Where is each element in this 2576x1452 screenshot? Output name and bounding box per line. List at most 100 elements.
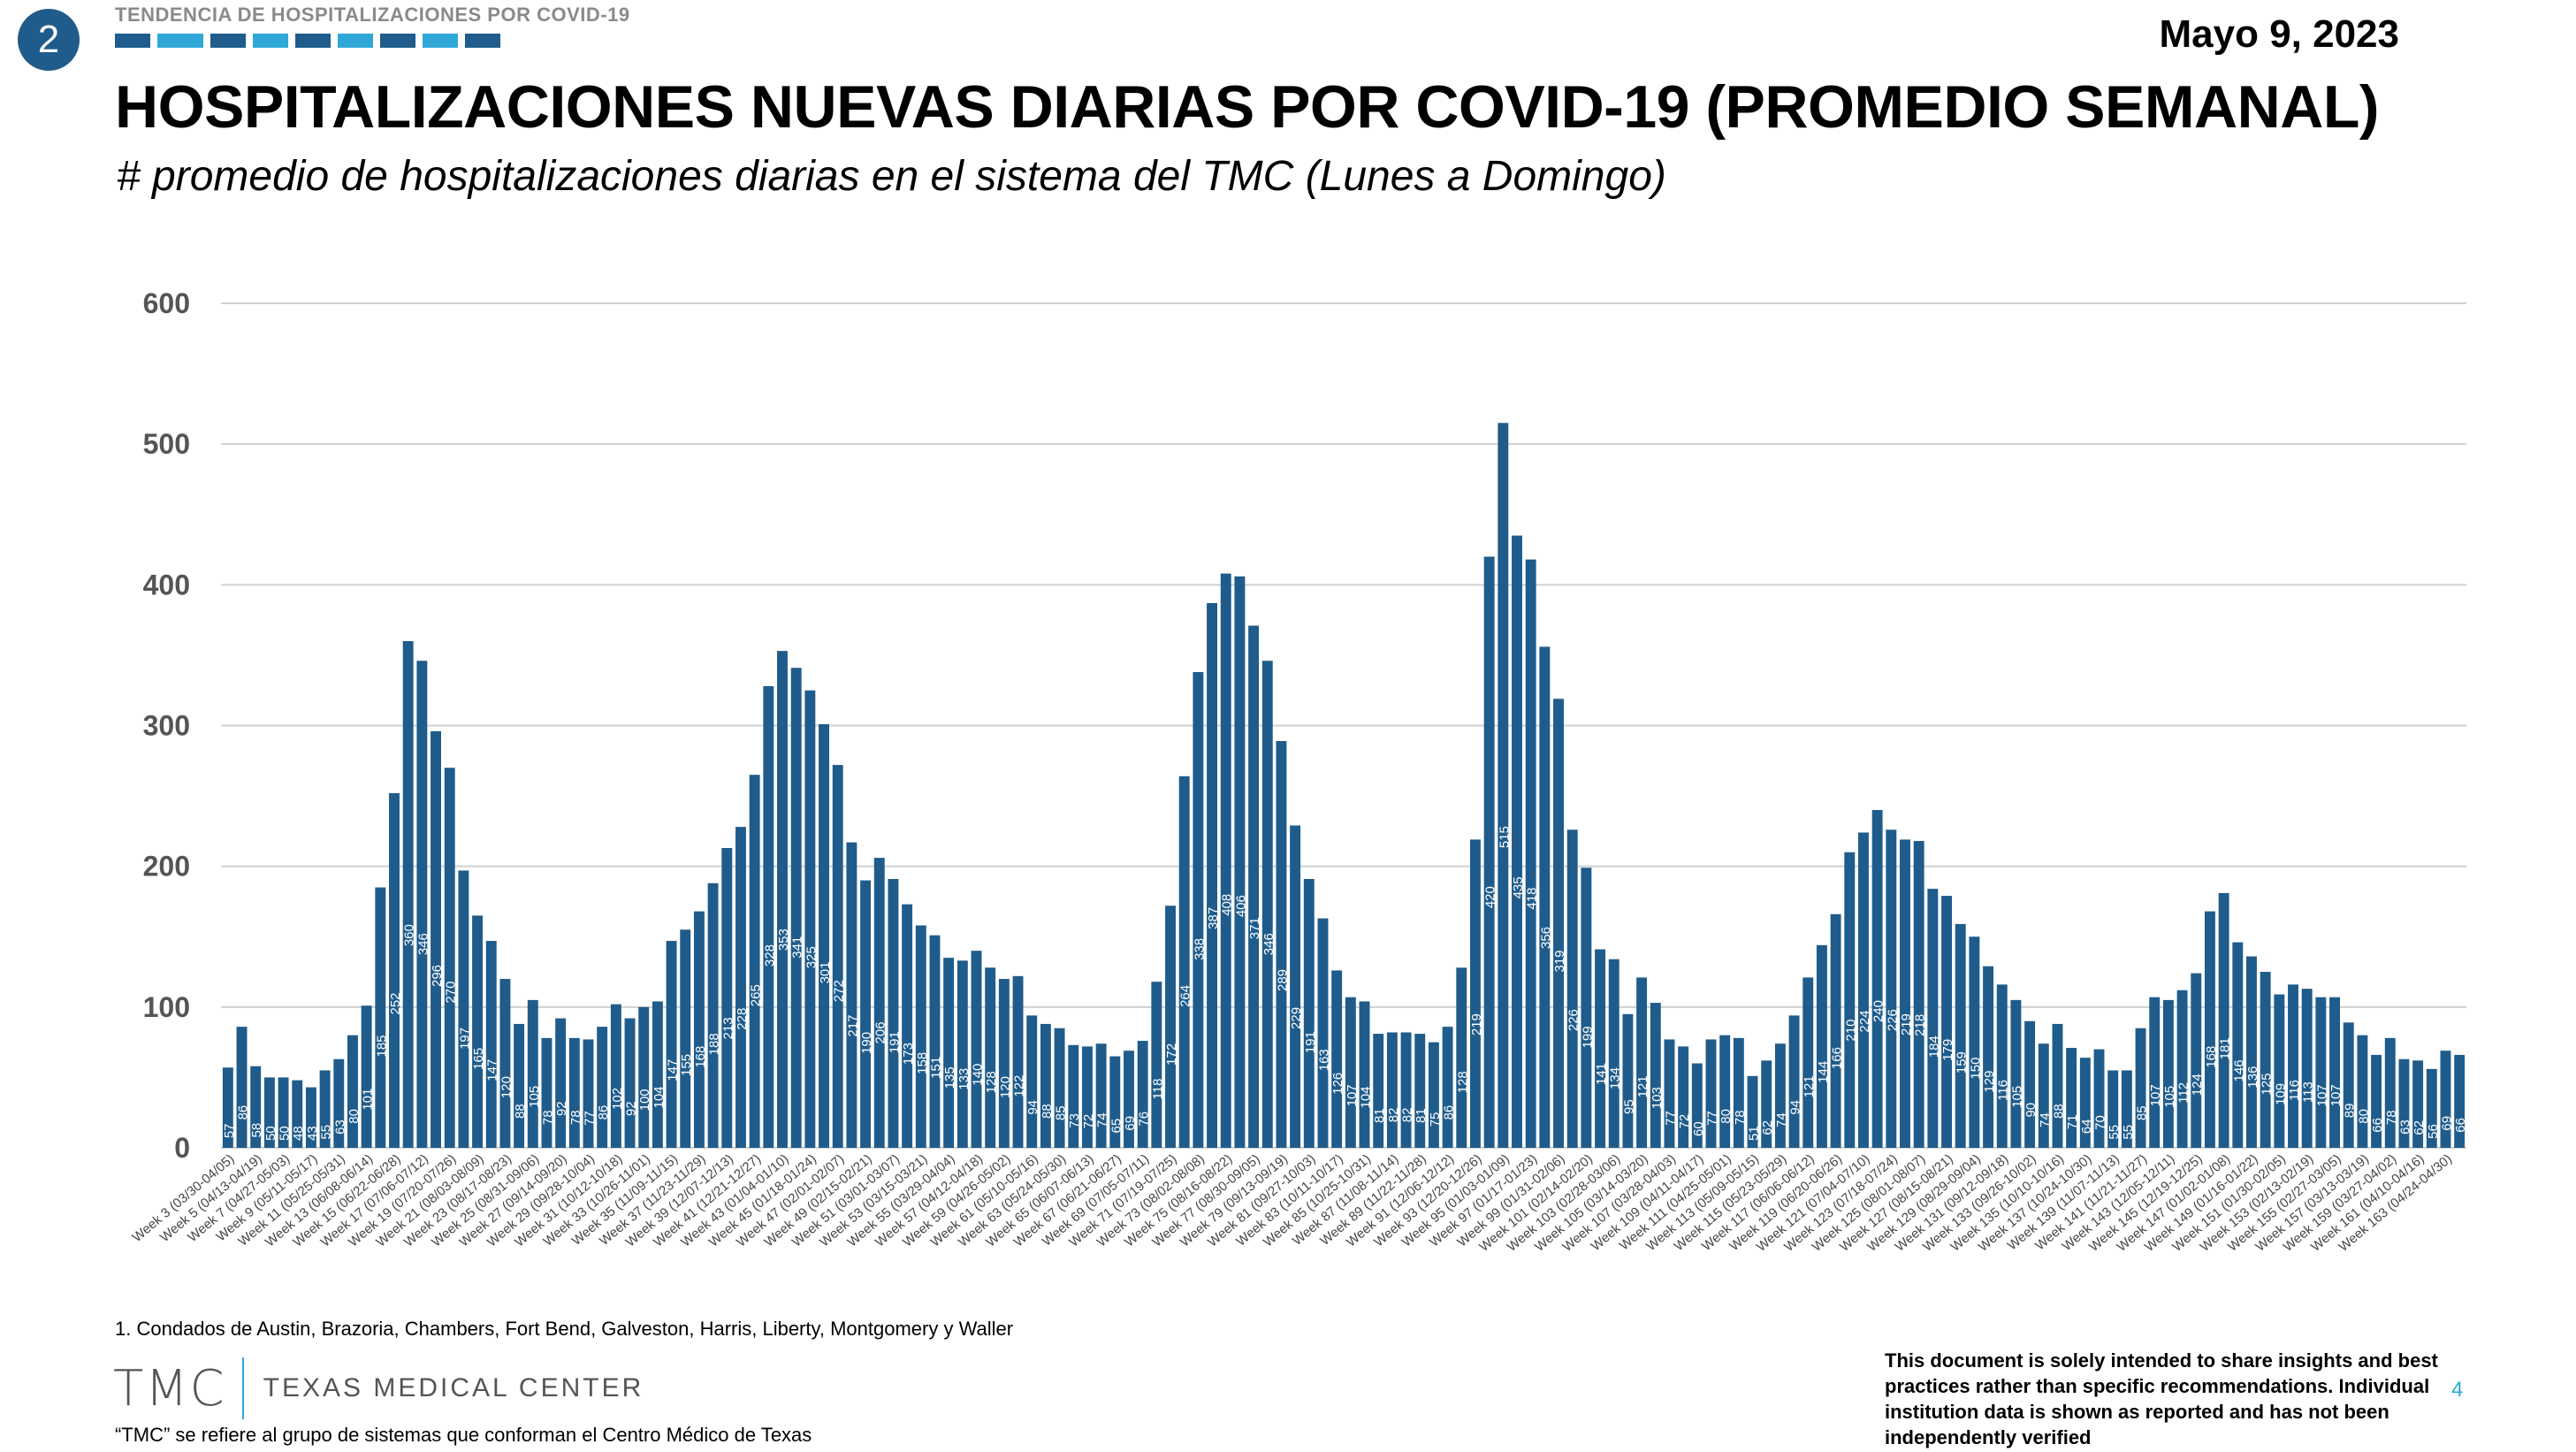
data-label: 172 (1164, 1043, 1179, 1066)
bar (1802, 977, 1814, 1148)
bar (2052, 1023, 2063, 1148)
bar (1165, 906, 1176, 1148)
bar (2288, 984, 2298, 1148)
bar (389, 792, 400, 1148)
data-label: 515 (1497, 826, 1512, 848)
data-label: 90 (2023, 1103, 2039, 1118)
bar (624, 1018, 636, 1148)
bar (1095, 1043, 1107, 1148)
data-label: 190 (859, 1032, 874, 1054)
data-label: 206 (873, 1021, 888, 1043)
bar (1622, 1013, 1634, 1148)
data-label: 226 (1566, 1009, 1581, 1031)
data-label: 100 (637, 1089, 652, 1111)
data-label: 120 (998, 1076, 1013, 1098)
data-label: 77 (1704, 1111, 1719, 1126)
data-label: 86 (236, 1105, 251, 1120)
progress-segment (338, 34, 373, 48)
data-label: 213 (720, 1017, 735, 1039)
data-label: 240 (1871, 1000, 1886, 1022)
progress-segment (295, 34, 331, 48)
bar (541, 1037, 553, 1148)
bar (485, 941, 497, 1148)
data-label: 217 (845, 1015, 860, 1037)
bar (1068, 1044, 1079, 1148)
bar (1220, 573, 1231, 1148)
progress-segment (115, 34, 150, 48)
data-label: 122 (1012, 1075, 1027, 1097)
bar (971, 951, 982, 1148)
data-label: 159 (1955, 1051, 1970, 1074)
data-label: 360 (402, 924, 417, 946)
bar (1414, 1034, 1426, 1148)
data-label: 199 (1580, 1026, 1595, 1048)
progress-segment (465, 34, 500, 48)
bar (1359, 1001, 1370, 1148)
data-label: 81 (1414, 1108, 1429, 1123)
bar (1983, 966, 1994, 1148)
data-label: 338 (1192, 938, 1207, 960)
data-label: 133 (956, 1068, 972, 1090)
data-label: 104 (652, 1086, 667, 1108)
bar (1456, 967, 1467, 1148)
data-label: 163 (1316, 1049, 1331, 1071)
bar (1081, 1046, 1093, 1148)
data-label: 72 (1677, 1114, 1692, 1129)
bar (1774, 1043, 1786, 1148)
bar (375, 887, 386, 1148)
data-label: 63 (332, 1120, 347, 1135)
data-label: 107 (2148, 1084, 2163, 1106)
data-label: 120 (499, 1076, 514, 1098)
data-label: 408 (1220, 894, 1235, 916)
data-label: 103 (1650, 1087, 1665, 1109)
data-label: 112 (2176, 1082, 2191, 1104)
data-label: 55 (319, 1125, 334, 1140)
data-label: 228 (735, 1008, 750, 1030)
bar (305, 1087, 316, 1148)
data-label: 181 (2218, 1037, 2233, 1059)
bar (2398, 1058, 2410, 1148)
data-label: 140 (971, 1064, 986, 1086)
data-label: 85 (2135, 1105, 2150, 1120)
bar (749, 775, 760, 1148)
data-label: 341 (790, 936, 805, 959)
bar (1955, 923, 1966, 1148)
y-tick-label: 300 (143, 710, 190, 742)
data-label: 58 (249, 1123, 264, 1138)
bar (888, 878, 899, 1148)
bar (416, 661, 428, 1148)
bar (610, 1004, 621, 1148)
bar (597, 1027, 608, 1148)
bar (721, 847, 733, 1148)
bar (568, 1037, 580, 1148)
bar (2176, 990, 2188, 1148)
data-label: 105 (2162, 1086, 2177, 1108)
data-label: 229 (1289, 1007, 1304, 1029)
bar (860, 880, 872, 1148)
bar (1290, 825, 1301, 1148)
bar (444, 768, 455, 1148)
bar (2246, 956, 2257, 1148)
data-label: 219 (1899, 1013, 1914, 1036)
section-progress-bar (115, 34, 500, 48)
data-label: 74 (2038, 1112, 2053, 1127)
bar (2135, 1028, 2146, 1148)
bar (222, 1067, 233, 1148)
bar (2440, 1051, 2451, 1148)
data-label: 66 (2453, 1118, 2468, 1133)
bar (1469, 839, 1481, 1148)
data-label: 107 (2328, 1084, 2344, 1106)
bar (1303, 878, 1315, 1148)
tmc-note: “TMC” se refiere al grupo de sistemas qu… (115, 1424, 812, 1446)
data-label: 141 (1594, 1063, 1609, 1085)
data-label: 265 (749, 984, 764, 1006)
data-label: 319 (1552, 950, 1567, 972)
data-label: 191 (1303, 1031, 1318, 1053)
bar (2204, 911, 2215, 1148)
bar (431, 730, 441, 1148)
data-label: 168 (693, 1046, 708, 1068)
bar (1927, 889, 1939, 1148)
data-label: 155 (679, 1054, 694, 1076)
bar (2149, 997, 2161, 1148)
data-label: 126 (1330, 1073, 1345, 1095)
